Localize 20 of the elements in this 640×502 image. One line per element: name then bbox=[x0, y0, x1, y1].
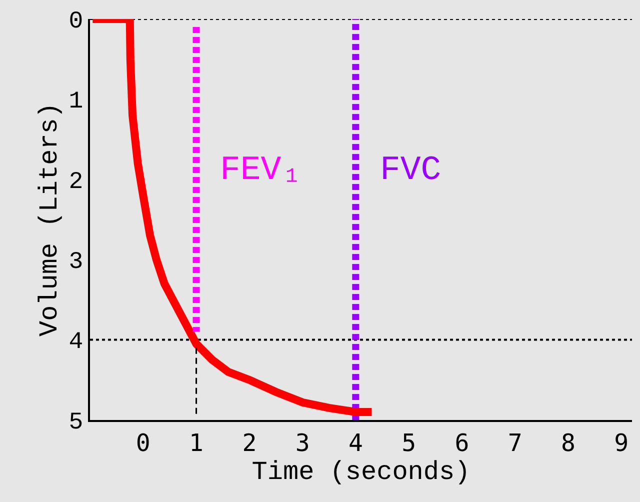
y-tick-label: 0 bbox=[68, 8, 84, 36]
x-axis-title: Time (seconds) bbox=[252, 456, 470, 487]
series-label: FEV₁ bbox=[220, 152, 302, 190]
x-tick-label: 0 bbox=[136, 428, 150, 457]
x-tick-label: 7 bbox=[508, 428, 522, 457]
y-tick-label: 4 bbox=[68, 329, 84, 356]
x-tick-label: 2 bbox=[242, 428, 257, 457]
y-tick-label: 3 bbox=[68, 249, 84, 276]
y-axis-title: Volume (Liters) bbox=[34, 102, 65, 337]
x-tick-label: 4 bbox=[348, 428, 363, 457]
x-tick-label: 3 bbox=[295, 428, 310, 457]
ref-line-label: FVC bbox=[380, 152, 442, 190]
y-tick-label: 5 bbox=[68, 409, 84, 436]
x-tick-label: 5 bbox=[402, 428, 416, 457]
x-tick-label: 6 bbox=[454, 428, 470, 457]
x-tick-label: 8 bbox=[561, 428, 576, 457]
x-tick-label: 1 bbox=[189, 428, 204, 457]
x-tick-label: 9 bbox=[614, 428, 629, 457]
y-tick-label: 1 bbox=[68, 88, 84, 116]
y-tick-label: 2 bbox=[68, 168, 84, 196]
